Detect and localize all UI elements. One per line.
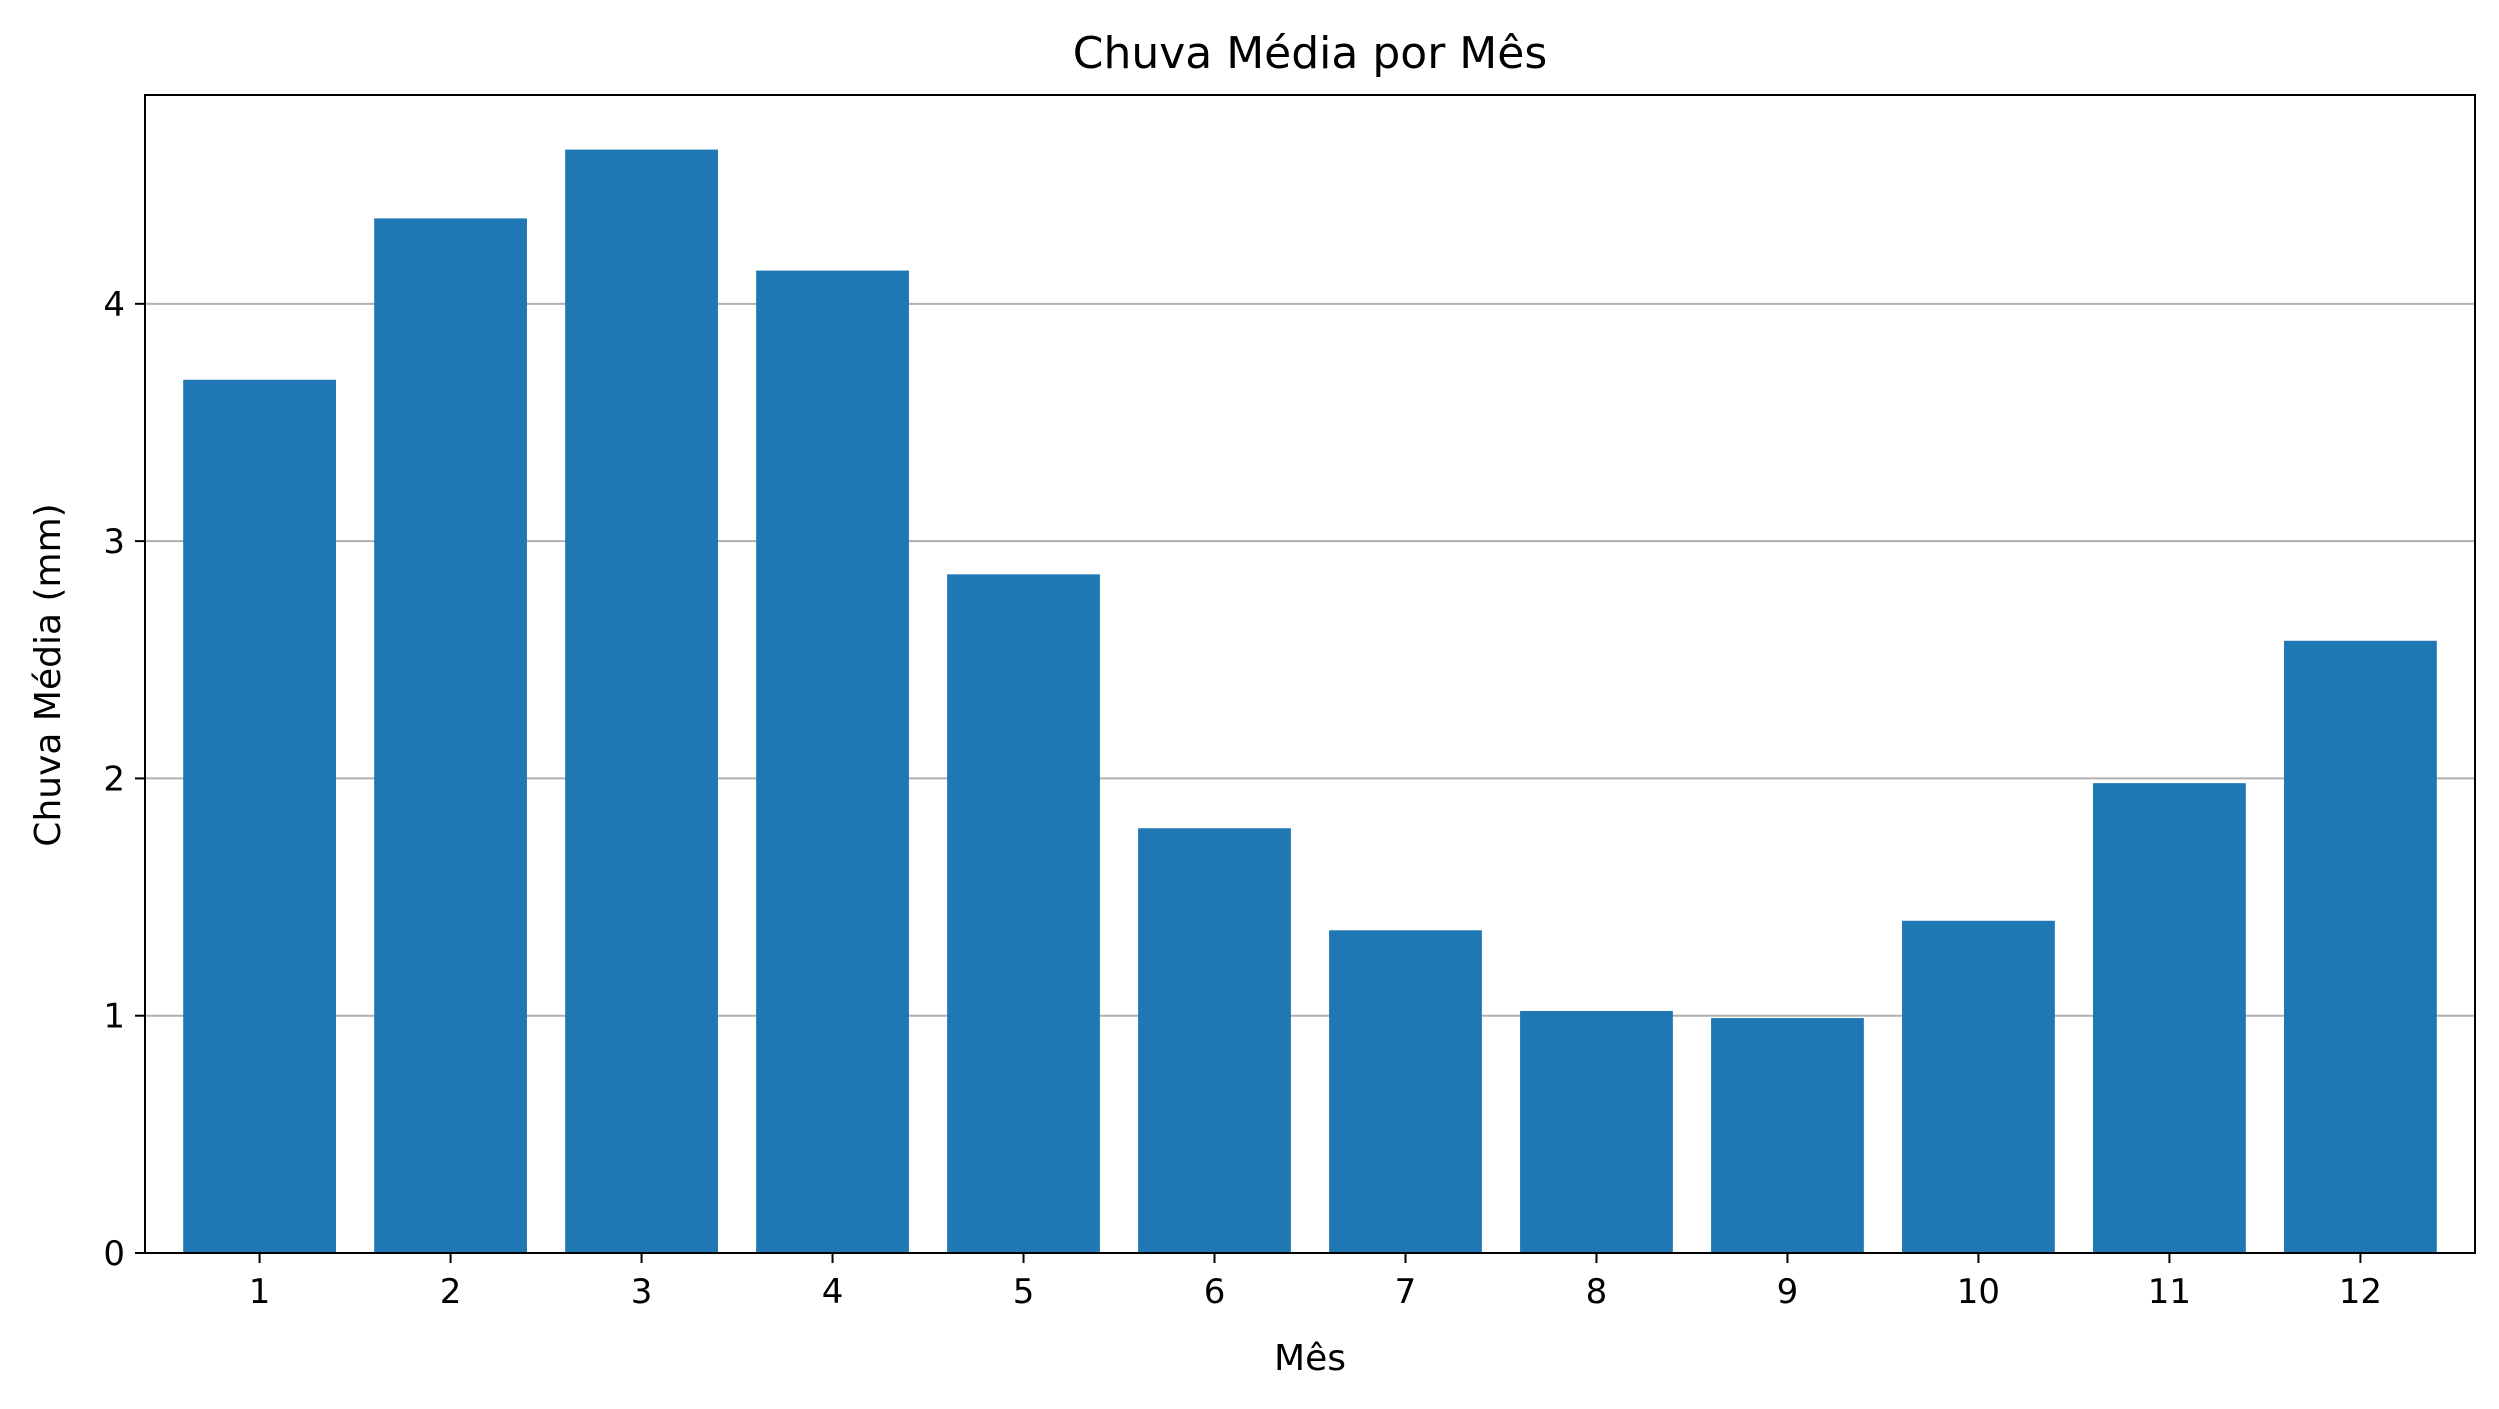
bar-month-6: [1138, 828, 1291, 1253]
y-tick-label: 3: [103, 522, 125, 562]
x-tick-label: 9: [1777, 1272, 1799, 1312]
y-tick-label: 2: [103, 759, 125, 799]
bars: [183, 149, 2437, 1254]
x-tick-label: 10: [1957, 1272, 2000, 1312]
bar-month-8: [1520, 1010, 1673, 1253]
plot-frame: [144, 94, 2476, 1254]
x-tick-label: 5: [1013, 1272, 1035, 1312]
bar-month-10: [1902, 920, 2055, 1253]
bar-month-11: [2093, 783, 2246, 1253]
x-tick-label: 1: [249, 1272, 271, 1312]
grid-lines: [145, 302, 2475, 1017]
bar-month-7: [1329, 930, 1482, 1253]
y-tick-label: 1: [103, 997, 125, 1037]
x-axis-label: Mês: [1274, 1338, 1346, 1379]
bar-month-1: [183, 379, 336, 1253]
chart-title: Chuva Média por Mês: [1073, 28, 1548, 79]
bar-month-9: [1711, 1018, 1864, 1253]
x-tick-label: 6: [1204, 1272, 1226, 1312]
x-tick-label: 3: [631, 1272, 653, 1312]
x-axis-ticks: 1 2 3 4 5 6 7 8 9 10 11 12: [249, 1253, 2382, 1312]
x-tick-label: 7: [1395, 1272, 1417, 1312]
x-tick-label: 2: [440, 1272, 462, 1312]
x-tick-label: 11: [2148, 1272, 2191, 1312]
x-tick-label: 4: [822, 1272, 844, 1312]
x-tick-label: 8: [1586, 1272, 1608, 1312]
bar-month-2: [374, 218, 527, 1254]
y-tick-label: 0: [103, 1234, 125, 1274]
x-tick-label: 12: [2339, 1272, 2382, 1312]
y-tick-label: 4: [103, 285, 125, 325]
bar-month-3: [565, 149, 718, 1253]
bar-month-12: [2284, 640, 2437, 1253]
bar-month-4: [756, 270, 909, 1253]
y-axis-label: Chuva Média (mm): [28, 503, 69, 846]
bar-month-5: [947, 574, 1100, 1253]
y-axis-ticks: 0 1 2 3 4: [103, 285, 145, 1274]
